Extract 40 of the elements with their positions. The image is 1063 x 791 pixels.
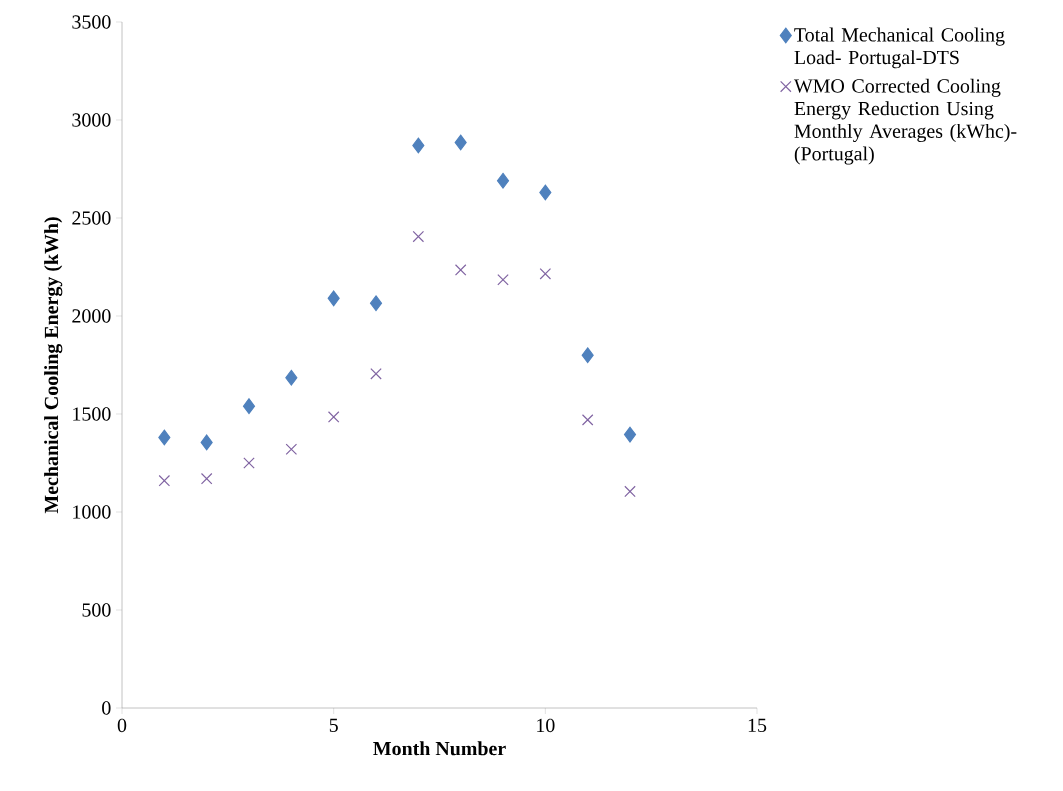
x-tick-label: 0 [117,718,127,733]
y-tick-label: 2000 [72,309,111,323]
y-tick-label: 0 [102,701,111,715]
point [370,368,382,380]
point [200,434,213,451]
point [327,411,340,423]
point [624,485,636,498]
y-tick-label: 1500 [73,407,111,421]
x-tick-label: 15 [748,718,767,733]
y-tick-label: 500 [82,603,111,617]
y-tick-label: 3000 [72,113,111,127]
legend-label: WMO Corrected Cooling Energy Reduction Using Monthly Averages (kWhc)- (Portugal) [793,78,1017,165]
x-tick-label: 5 [329,718,338,732]
x-tick-label: 10 [537,718,555,733]
point [412,137,425,154]
point [497,273,509,286]
point [369,295,383,312]
point [496,172,510,189]
point [581,347,594,364]
point [200,472,213,485]
point [285,369,298,386]
point [285,443,298,456]
point [623,426,637,443]
y-tick-label: 1000 [73,505,111,519]
point [158,474,171,487]
legend-label: Total Mechanical Cooling Load- Portugal-DTS [794,27,1005,69]
point [454,264,467,276]
point [412,230,425,243]
point [539,268,552,280]
point [454,134,467,151]
y-tick-label: 3500 [72,15,111,29]
point [327,290,340,307]
y-axis-title: Mechanical Cooling Energy (kWh) [44,217,63,514]
point [539,184,552,201]
y-tick-label: 2500 [72,211,111,225]
x-axis-title: Month Number [373,741,506,756]
point [158,429,171,446]
point [242,398,256,415]
point [581,414,594,426]
point [243,457,255,469]
